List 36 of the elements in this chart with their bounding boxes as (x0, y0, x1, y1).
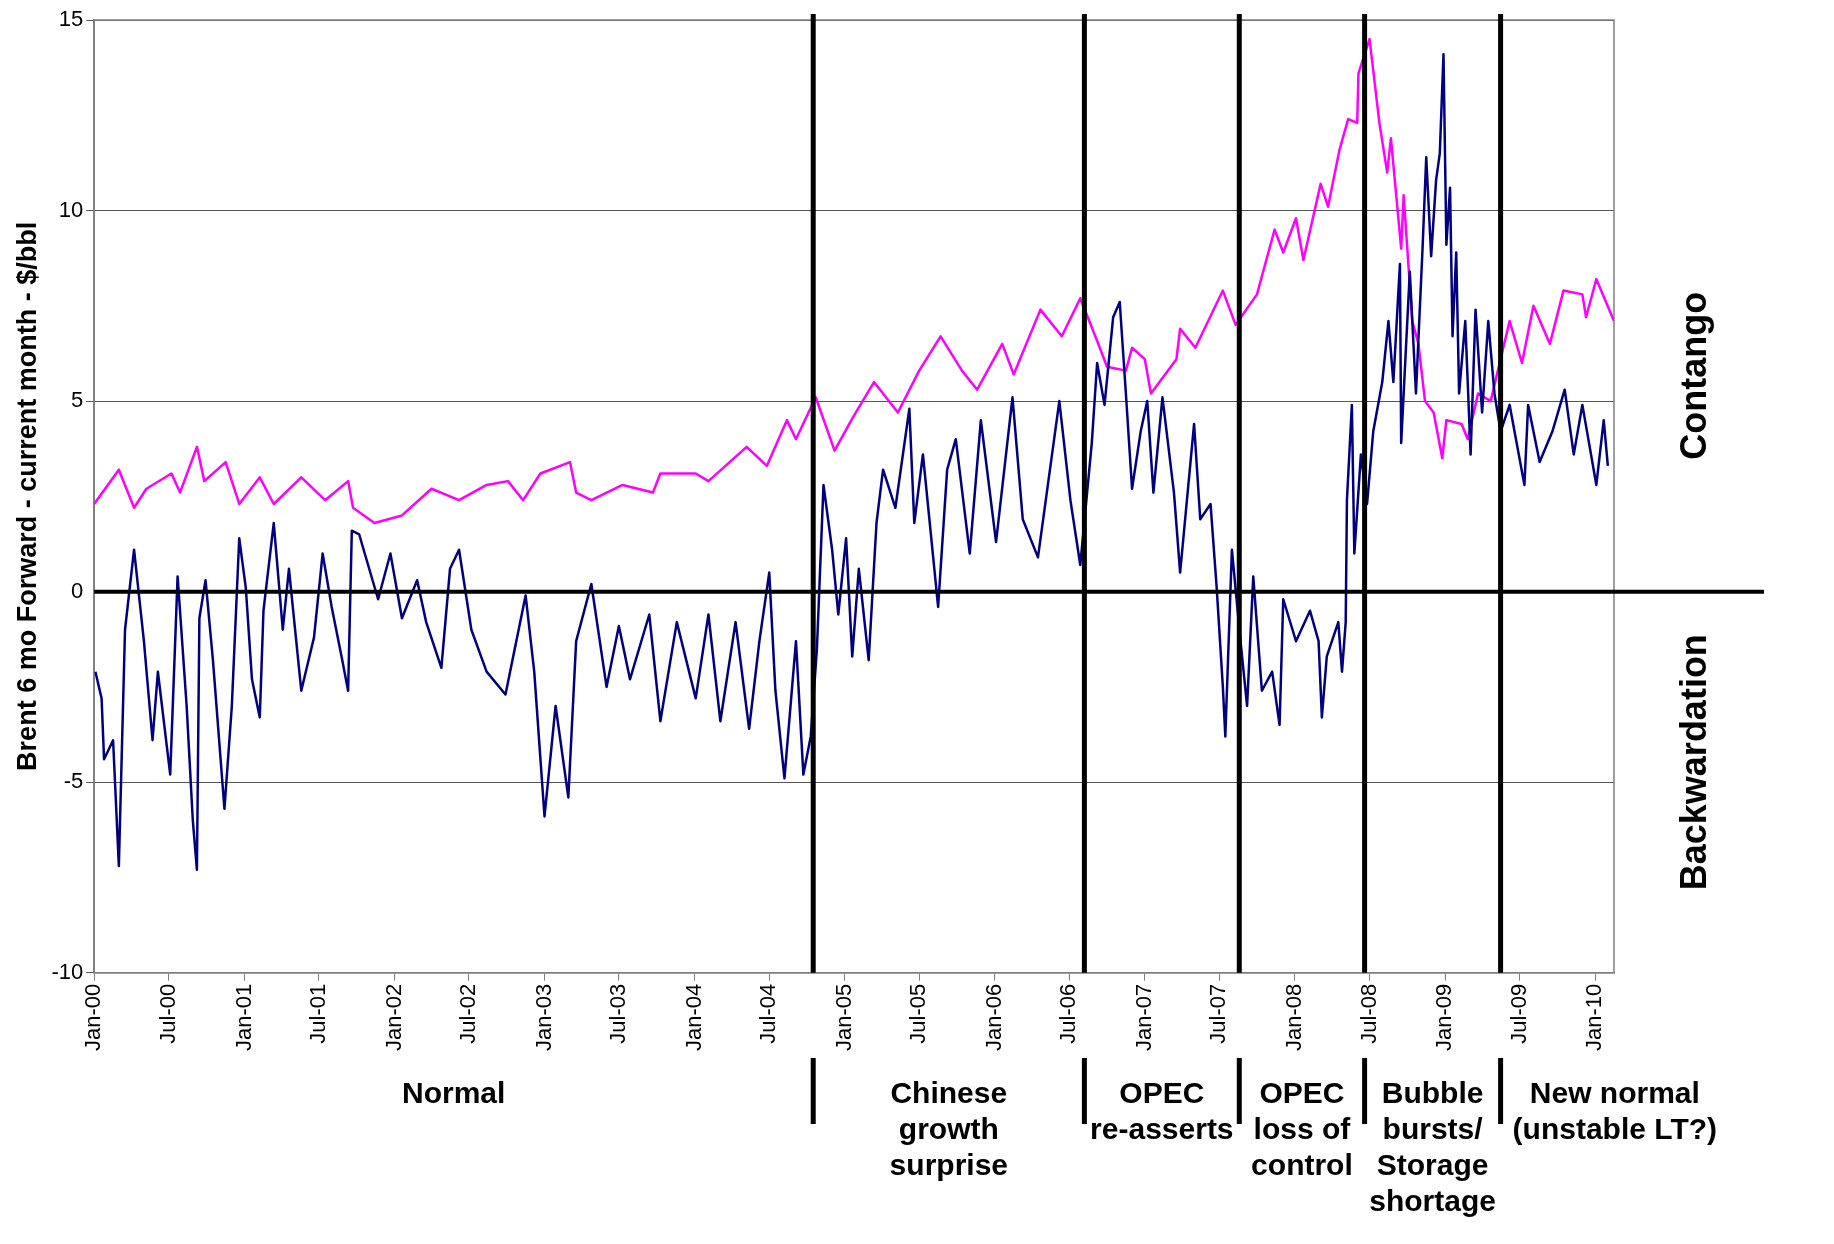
x-tick-label: Jul-07 (1205, 983, 1231, 1044)
x-tick-label: Jan-10 (1581, 983, 1607, 1052)
x-tick-label: Jan-07 (1130, 983, 1156, 1052)
x-tick-label: Jan-01 (230, 983, 256, 1052)
y-tick-label: 5 (70, 387, 84, 413)
y-tick-label: 0 (70, 577, 84, 603)
x-tick-label: Jan-00 (80, 983, 106, 1052)
x-tick-label: Jul-05 (905, 983, 931, 1044)
y-axis-title: Brent 6 mo Forward - current month - $/bbl (11, 221, 42, 771)
y-tick-label: -10 (51, 958, 84, 984)
x-tick-label: Jul-03 (604, 983, 630, 1044)
x-tick-label: Jul-02 (454, 983, 480, 1044)
x-tick-label: Jan-03 (530, 983, 556, 1052)
x-tick-label: Jan-04 (680, 983, 706, 1052)
y-tick-label: 10 (58, 196, 84, 222)
text: OPEC loss of control (1251, 1076, 1353, 1182)
text: Chinese growth surprise (889, 1076, 1008, 1182)
text: Backwardation (1672, 634, 1714, 891)
x-tick-label: Jan-05 (830, 983, 856, 1052)
x-tick-label: Jul-08 (1355, 983, 1381, 1044)
y-tick-label: 15 (58, 6, 84, 32)
text: Contango (1672, 291, 1714, 460)
x-tick-label: Jan-08 (1280, 983, 1306, 1052)
x-tick-label: Jan-09 (1431, 983, 1457, 1052)
text: Normal (402, 1076, 506, 1110)
x-tick-label: Jul-01 (305, 983, 330, 1044)
x-tick-label: Jul-04 (755, 983, 781, 1044)
y-tick-label: -5 (63, 768, 84, 794)
x-tick-label: Jul-00 (155, 983, 181, 1044)
x-tick-label: Jan-02 (380, 983, 406, 1052)
x-tick-label: Jul-06 (1055, 983, 1081, 1044)
x-tick-label: Jul-09 (1505, 983, 1531, 1044)
text: OPEC re-asserts (1090, 1076, 1234, 1146)
x-tick-label: Jan-06 (980, 983, 1006, 1052)
text: Bubble bursts/ Storage shortage (1369, 1076, 1496, 1218)
text: New normal (unstable LT?) (1512, 1076, 1718, 1146)
